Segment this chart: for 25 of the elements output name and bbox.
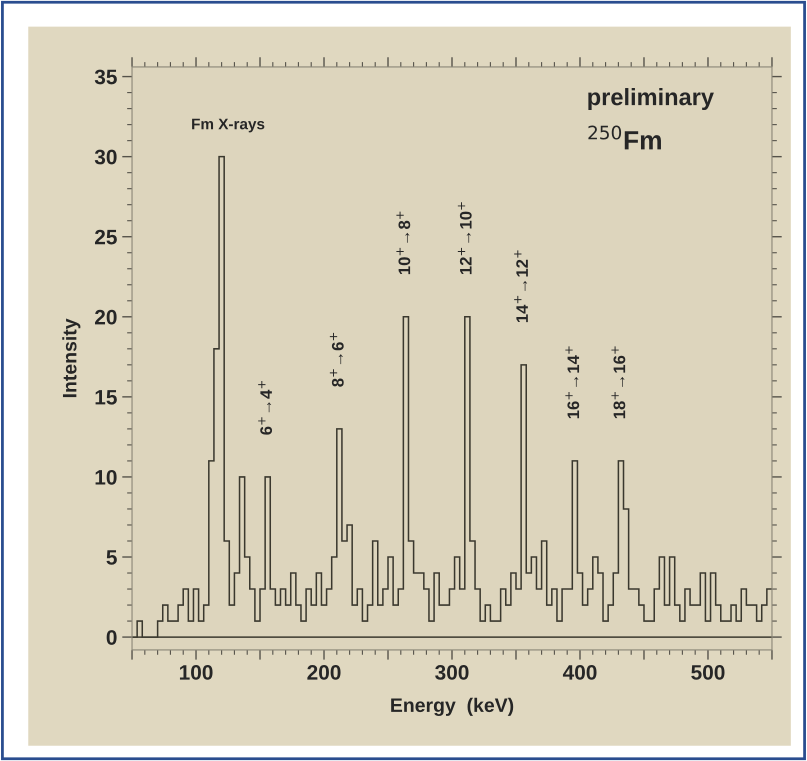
x-tick-label: 500 [691, 665, 725, 680]
x-tick-label: 400 [562, 665, 597, 680]
y-tick-label: 30 [94, 150, 117, 164]
y-tick-label: 0 [106, 630, 117, 645]
annotation: preliminary [588, 88, 714, 110]
x-axis-title: Energy (keV) [391, 698, 514, 716]
annotation: 8$^{+}$→6$^{+}$ [330, 332, 344, 387]
x-tick-label: 100 [180, 665, 213, 680]
annotation: Fm X-rays [192, 118, 264, 132]
y-axis-title: Intensity [62, 318, 80, 398]
y-tick-label: 15 [96, 390, 117, 405]
y-tick-label: 10 [96, 470, 117, 485]
annotation: 16$^{+}$→14$^{+}$ [565, 346, 580, 418]
annotation: 10$^{+}$→8$^{+}$ [396, 212, 410, 274]
annotation: $^{250}$Fm [588, 126, 661, 150]
annotation: 12$^{+}$→10$^{+}$ [458, 202, 472, 274]
y-tick-label: 35 [94, 70, 117, 84]
x-tick-label: 300 [435, 665, 469, 680]
y-tick-label: 25 [94, 230, 117, 244]
annotation: 18$^{+}$→16$^{+}$ [611, 346, 626, 418]
y-tick-label: 5 [106, 550, 117, 565]
x-tick-label: 200 [307, 665, 341, 680]
annotation: 14$^{+}$→12$^{+}$ [514, 250, 528, 322]
annotation: 6$^{+}$→4$^{+}$ [258, 380, 272, 435]
y-tick-label: 20 [94, 310, 117, 325]
